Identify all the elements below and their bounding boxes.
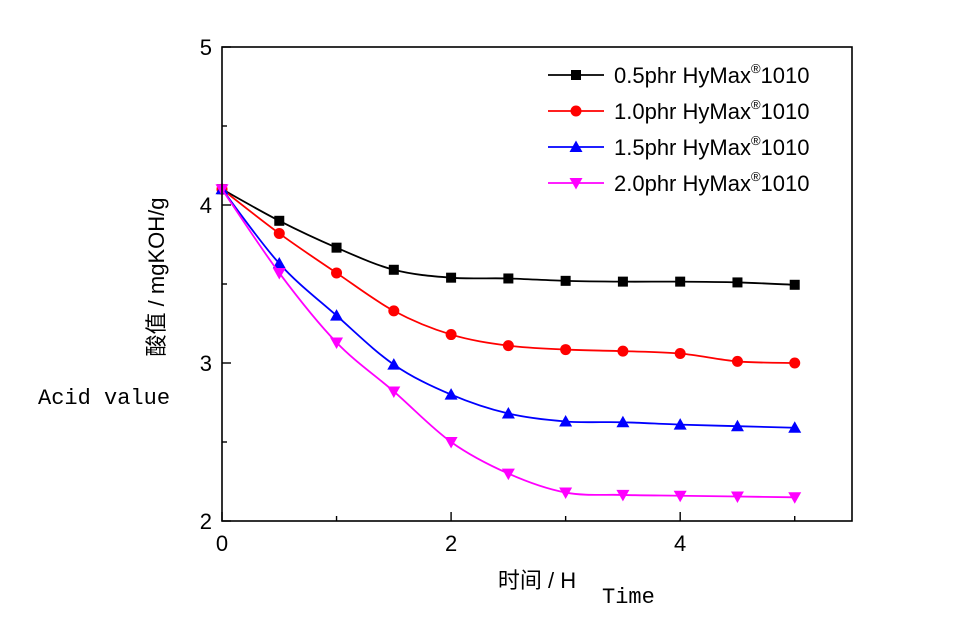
x-tick-label: 4: [674, 531, 686, 556]
data-point: [387, 358, 401, 370]
data-point: [272, 267, 286, 280]
data-point: [387, 386, 401, 398]
series-line: [221, 188, 795, 429]
legend-item: 1.5phr HyMax®1010: [548, 133, 810, 160]
acid-value-annotation: Acid value: [38, 386, 170, 411]
data-point: [444, 388, 458, 400]
legend-marker: [570, 105, 582, 117]
data-point: [559, 487, 573, 500]
data-point: [673, 490, 687, 503]
data-point: [273, 227, 285, 239]
series-3: [215, 182, 802, 433]
data-point: [675, 276, 686, 287]
legend-item: 1.0phr HyMax®1010: [548, 97, 810, 124]
data-point: [272, 256, 286, 269]
data-point: [788, 421, 802, 433]
legend-marker: [569, 140, 583, 152]
data-point: [444, 437, 458, 449]
legend-label: 1.5phr HyMax®1010: [614, 133, 810, 160]
data-point: [617, 345, 629, 357]
y-tick-label: 3: [200, 351, 212, 376]
series-layer: [215, 182, 802, 504]
legend-label: 1.0phr HyMax®1010: [614, 97, 810, 124]
y-axis-title: 酸值 / mgKOH/g: [144, 198, 169, 357]
data-point: [501, 407, 515, 419]
data-point: [732, 277, 743, 288]
data-point: [559, 414, 573, 427]
series-line: [221, 188, 795, 499]
data-point: [274, 215, 285, 226]
legend-label: 0.5phr HyMax®1010: [614, 61, 810, 88]
legend-marker: [569, 178, 583, 190]
data-point: [673, 418, 687, 430]
data-point: [501, 468, 515, 481]
data-point: [445, 329, 457, 341]
data-point: [616, 415, 630, 428]
data-point: [446, 272, 457, 283]
data-point: [330, 337, 344, 349]
legend-label: 2.0phr HyMax®1010: [614, 169, 810, 196]
series-2: [216, 183, 801, 369]
y-tick-label: 5: [200, 35, 212, 60]
data-point: [502, 340, 514, 352]
time-annotation: Time: [602, 585, 655, 610]
data-point: [730, 419, 744, 432]
x-tick-label: 2: [445, 531, 457, 556]
data-point: [330, 309, 344, 321]
data-point: [788, 492, 802, 504]
data-point: [388, 264, 399, 275]
data-point: [789, 357, 801, 369]
legend-item: 0.5phr HyMax®1010: [548, 61, 810, 88]
series-1: [217, 184, 800, 290]
x-tick-label: 0: [216, 531, 228, 556]
data-point: [503, 273, 514, 284]
series-4: [215, 184, 802, 504]
data-point: [560, 344, 572, 356]
legend-item: 2.0phr HyMax®1010: [548, 169, 810, 196]
legend: 0.5phr HyMax®1010 1.0phr HyMax®1010 1.5phr…: [548, 61, 810, 196]
series-line: [221, 188, 795, 286]
y-tick-label: 2: [200, 509, 212, 534]
data-point: [674, 348, 686, 360]
y-tick-label: 4: [200, 193, 212, 218]
legend-marker: [571, 70, 581, 80]
data-point: [730, 491, 744, 504]
data-point: [617, 276, 628, 287]
data-point: [789, 279, 800, 290]
data-point: [731, 355, 743, 367]
data-point: [616, 489, 630, 502]
data-point: [331, 242, 342, 253]
data-point: [560, 275, 571, 286]
data-point: [388, 305, 400, 317]
plot-frame: [221, 46, 853, 522]
data-point: [331, 267, 343, 279]
x-axis-title: 时间 / H: [498, 568, 576, 593]
